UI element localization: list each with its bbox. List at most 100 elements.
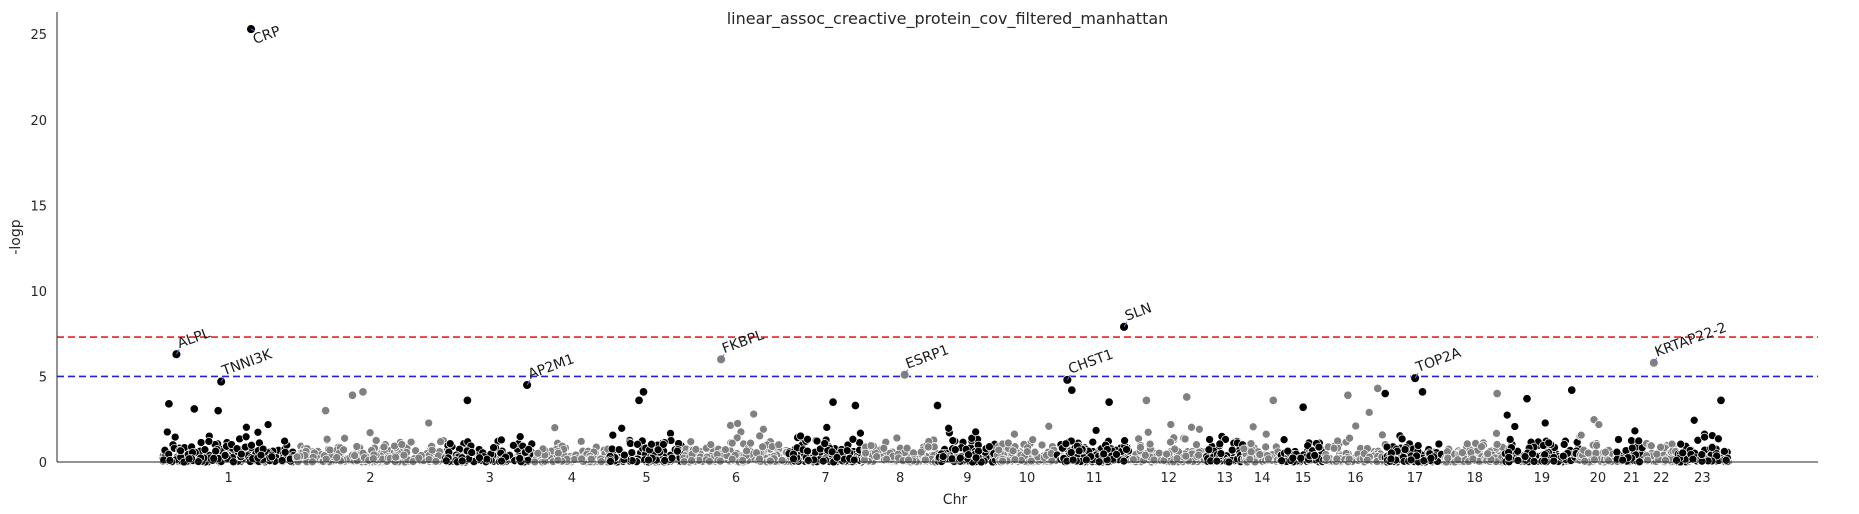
- gene-annotation-label: KRTAP22-2: [1653, 320, 1729, 361]
- data-point: [726, 421, 735, 430]
- data-point: [350, 451, 359, 460]
- data-point: [1345, 433, 1354, 443]
- data-point: [1143, 427, 1153, 437]
- notable-data-point: [828, 397, 838, 407]
- data-point: [322, 434, 332, 444]
- data-point: [184, 454, 194, 464]
- notable-data-point: [1716, 395, 1726, 405]
- notable-data-point: [358, 387, 368, 397]
- data-point: [445, 439, 455, 449]
- data-point: [399, 450, 409, 460]
- data-point: [1204, 445, 1214, 455]
- data-point: [944, 423, 953, 433]
- data-point: [332, 453, 342, 462]
- data-point: [1351, 421, 1361, 431]
- data-point: [1192, 440, 1201, 450]
- data-point: [765, 456, 775, 466]
- x-tick-label: 10: [1019, 471, 1036, 486]
- data-point: [660, 456, 670, 465]
- data-point: [856, 428, 865, 438]
- notable-data-point: [634, 395, 644, 405]
- y-tick-label: 25: [30, 28, 47, 43]
- data-point: [1154, 448, 1164, 458]
- data-point: [1091, 426, 1101, 435]
- data-point: [325, 445, 335, 455]
- data-point: [1221, 435, 1230, 444]
- data-point: [431, 457, 441, 466]
- data-point: [1661, 455, 1670, 465]
- data-point: [1246, 439, 1256, 449]
- data-point: [280, 436, 289, 446]
- data-point: [1505, 435, 1515, 444]
- data-point: [626, 439, 635, 448]
- data-point: [1227, 445, 1237, 455]
- data-point: [1721, 455, 1731, 465]
- data-point: [1413, 441, 1423, 450]
- x-tick-label: 9: [963, 471, 971, 486]
- x-tick-labels: 1 2 3 4 5 6 7 8 9 10 11 12 13 14 15 16 17 18 19 20 21 22 23: [224, 471, 1710, 486]
- data-point: [1378, 430, 1387, 440]
- data-point: [1614, 435, 1623, 444]
- data-point: [1592, 441, 1601, 450]
- data-point: [732, 433, 742, 443]
- data-point: [1283, 446, 1293, 456]
- data-point: [627, 448, 637, 457]
- data-point: [866, 441, 876, 450]
- data-point: [1088, 437, 1098, 447]
- data-point: [667, 453, 677, 463]
- data-point: [777, 456, 787, 465]
- data-point: [971, 453, 981, 463]
- data-point: [209, 454, 219, 463]
- data-point: [1162, 449, 1171, 459]
- data-point: [822, 423, 832, 432]
- data-point: [971, 427, 981, 437]
- data-point: [1314, 442, 1324, 452]
- data-point: [1008, 446, 1018, 456]
- data-point: [715, 456, 725, 466]
- data-point: [1216, 449, 1226, 458]
- x-tick-label: 22: [1653, 471, 1670, 486]
- data-point: [818, 456, 828, 466]
- data-point: [397, 440, 407, 449]
- notable-points-layer: [164, 383, 1726, 416]
- data-point: [200, 445, 210, 455]
- data-point: [515, 432, 525, 442]
- data-point: [1181, 451, 1191, 461]
- x-tick-label: 5: [642, 471, 650, 486]
- data-point: [1520, 452, 1530, 461]
- data-point: [1296, 453, 1306, 463]
- data-point: [1187, 422, 1196, 432]
- gene-annotation-label: SLN: [1123, 300, 1154, 324]
- data-point: [827, 447, 837, 457]
- data-point: [1170, 444, 1180, 454]
- data-point: [746, 438, 755, 448]
- data-point: [165, 456, 175, 465]
- notable-data-point: [1141, 395, 1151, 405]
- data-point: [1329, 443, 1339, 453]
- data-point: [1707, 443, 1717, 452]
- data-point: [1627, 436, 1636, 446]
- data-point: [921, 455, 930, 465]
- data-point: [352, 442, 362, 451]
- data-point: [721, 445, 730, 454]
- data-point: [749, 409, 759, 419]
- data-point: [705, 456, 714, 466]
- x-tick-label: 23: [1694, 471, 1711, 486]
- data-point: [1400, 445, 1410, 454]
- data-point: [1120, 436, 1129, 446]
- data-point: [1028, 435, 1038, 445]
- data-point: [391, 452, 401, 462]
- notable-data-point: [1373, 383, 1383, 393]
- data-point: [1215, 439, 1225, 449]
- data-point: [1332, 454, 1342, 464]
- data-point: [340, 433, 349, 443]
- data-point: [263, 420, 273, 429]
- data-point: [441, 456, 451, 466]
- data-point: [916, 447, 926, 457]
- data-point: [1580, 456, 1590, 466]
- x-tick-label: 2: [366, 471, 374, 486]
- data-point: [280, 447, 290, 457]
- data-point: [1576, 430, 1586, 440]
- data-point: [457, 456, 467, 466]
